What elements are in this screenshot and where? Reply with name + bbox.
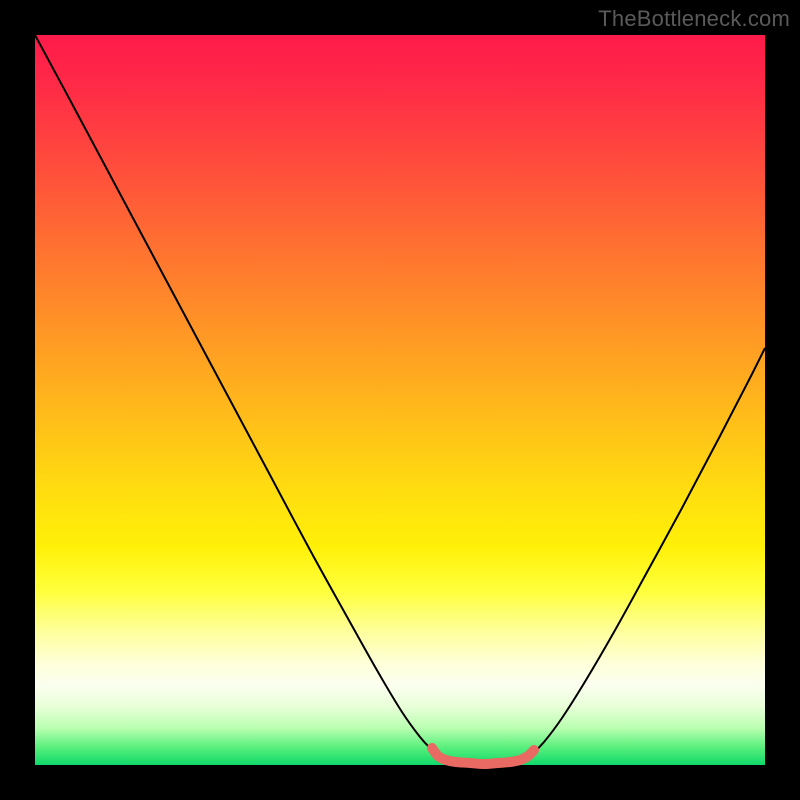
watermark-text: TheBottleneck.com (598, 6, 790, 32)
bottleneck-chart: TheBottleneck.com (0, 0, 800, 800)
chart-svg (0, 0, 800, 800)
plot-background (35, 35, 765, 765)
